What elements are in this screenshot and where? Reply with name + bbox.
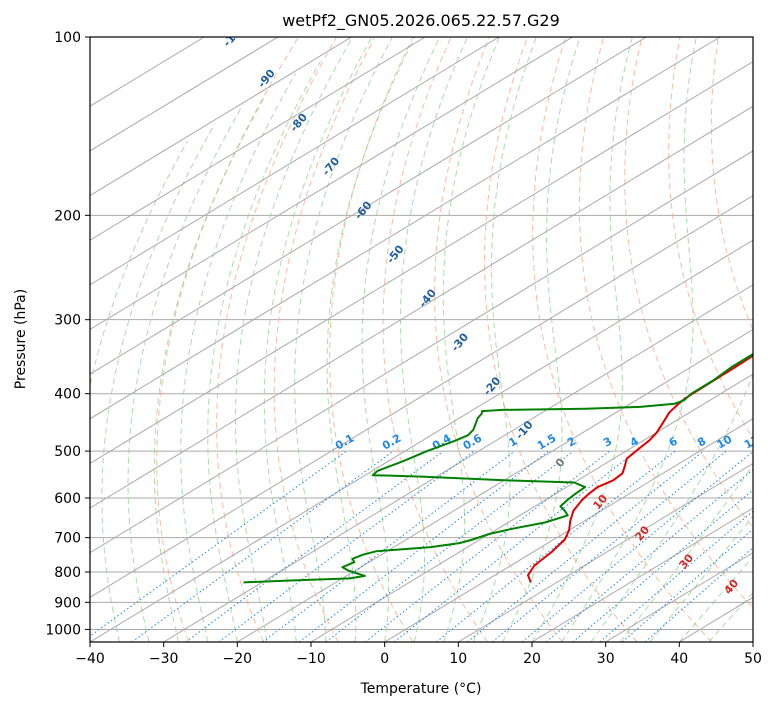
moist-adiabat (180, 72, 297, 642)
y-tick-label: 600 (54, 491, 81, 507)
moist-adiabat (127, 104, 244, 642)
dry-adiabat (624, 37, 753, 529)
isotherm (90, 150, 753, 554)
moist-adiabat (263, 37, 373, 642)
moist-adiabat (101, 123, 216, 642)
dry-adiabat (156, 37, 299, 642)
dry-adiabat (752, 75, 753, 127)
mixing-ratio-label: 13 (742, 433, 762, 452)
y-tick-label: 200 (54, 208, 81, 224)
dry-adiabat (483, 37, 638, 642)
moist-adiabat (620, 464, 753, 642)
isotherm (90, 194, 753, 598)
isotherm (531, 507, 753, 642)
mixing-ratio-line (545, 469, 753, 642)
y-axis-title: Pressure (hPa) (13, 289, 29, 389)
x-tick-label: 20 (523, 651, 541, 667)
mixing-ratio-line (262, 450, 516, 642)
mixing-ratio-line (436, 450, 676, 642)
plot-background (90, 37, 753, 642)
isotherm (90, 239, 753, 642)
moist-adiabat (472, 37, 537, 642)
dry-adiabat (382, 37, 489, 642)
mixing-ratio-line (572, 489, 753, 642)
dewpoint-profile (243, 352, 753, 584)
x-tick-label: −30 (149, 651, 179, 667)
moist-adiabat (502, 37, 581, 642)
mixing-ratio-line (325, 450, 574, 642)
x-tick-label: 30 (597, 651, 615, 667)
y-tick-label: 1000 (45, 622, 81, 638)
isotherm (90, 61, 753, 464)
plot-frame (89, 36, 754, 643)
x-tick-label: −20 (223, 651, 253, 667)
moist-adiabat (207, 61, 321, 642)
isotherm (310, 373, 753, 642)
moist-adiabat (361, 37, 441, 642)
y-tick-label: 400 (54, 387, 81, 403)
x-tick-label: 0 (380, 651, 389, 667)
isotherm (384, 418, 753, 642)
x-tick-label: 40 (670, 651, 688, 667)
isotherm (90, 37, 279, 152)
mixing-ratio-line (90, 450, 347, 637)
moist-adiabat (649, 515, 753, 642)
mixing-ratio-line (491, 450, 727, 642)
moist-adiabat (442, 37, 500, 642)
isotherm (163, 284, 753, 642)
x-tick-label: 10 (449, 651, 467, 667)
moist-adiabat (294, 37, 393, 642)
y-tick-label: 700 (54, 531, 81, 547)
isotherm (90, 37, 721, 420)
moist-adiabat (531, 37, 633, 642)
isotherm (90, 37, 647, 375)
axes: −40 −30 −20 −10 0 10 20 30 40 50 100 200 300 400 500 60… (45, 30, 762, 667)
temperature-profile (527, 354, 753, 583)
isotherm (90, 37, 500, 286)
y-tick-label: 900 (54, 595, 81, 611)
background-lines (90, 37, 753, 642)
moist-adiabat (590, 372, 753, 642)
moist-adiabat (678, 556, 753, 642)
mixing-ratio-line (298, 450, 549, 642)
x-tick-label: 50 (744, 651, 762, 667)
dry-adiabat (578, 37, 753, 609)
isotherm (90, 105, 753, 509)
isotherm (237, 328, 753, 642)
dry-adiabat (710, 37, 753, 332)
dry-adiabat (273, 37, 376, 642)
moist-adiabat (399, 37, 468, 642)
moist-adiabat (326, 37, 416, 642)
y-tick-label: 100 (54, 30, 81, 46)
isotherm (90, 37, 352, 197)
y-tick-label: 300 (54, 313, 81, 329)
y-tick-label: 500 (54, 444, 81, 460)
dry-adiabat (216, 37, 338, 642)
x-tick-label: −40 (75, 651, 105, 667)
mixing-ratio-line (467, 450, 704, 642)
x-tick-label: −10 (296, 651, 326, 667)
mixing-ratio-line (131, 450, 394, 642)
y-tick-label: 800 (54, 565, 81, 581)
moist-adiabat (561, 37, 697, 642)
mixing-ratio-label: 16 (764, 432, 775, 451)
isotherm (90, 37, 573, 331)
isotherm (458, 462, 753, 642)
sounding-profiles (243, 352, 753, 584)
moist-adiabat (235, 37, 354, 642)
isotherm (752, 641, 753, 642)
isotherm (90, 37, 426, 241)
mixing-ratio-line (521, 450, 753, 642)
chart-title: wetPf2_GN05.2026.065.22.57.G29 (282, 11, 560, 31)
moist-adiabat (153, 94, 267, 642)
x-axis-title: Temperature (°C) (360, 681, 482, 697)
dry-adiabat (434, 37, 563, 642)
